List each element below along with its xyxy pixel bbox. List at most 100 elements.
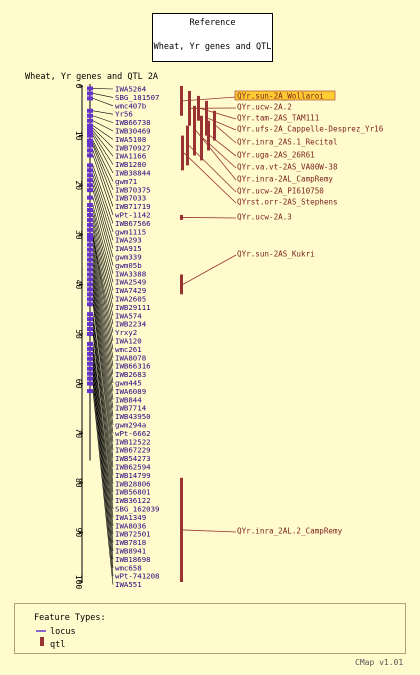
locus-mark	[87, 128, 93, 133]
reference-map-name[interactable]: Wheat, Yr genes and QTL	[153, 42, 272, 52]
version-text: CMap v1.01	[355, 658, 404, 667]
locus-connector	[92, 363, 114, 543]
locus-label[interactable]: IWB7714	[115, 404, 147, 413]
locus-label[interactable]: IWB7033	[115, 194, 146, 203]
locus-label[interactable]: IWA915	[115, 244, 142, 253]
locus-connector	[92, 294, 114, 442]
locus-label[interactable]: Yrxy2	[115, 328, 137, 337]
qtl-label[interactable]: QYr.sun-2AS_Kukri	[237, 250, 315, 259]
locus-label[interactable]: IWA120	[115, 337, 142, 346]
locus-label[interactable]: gwm445	[115, 379, 142, 388]
locus-connector	[92, 324, 114, 484]
locus-label[interactable]: IWB38844	[115, 169, 151, 178]
locus-label[interactable]: IWB844	[115, 395, 142, 404]
qtl-label[interactable]: QYr.inra_2AL.2_CampRemy	[237, 527, 343, 536]
locus-label[interactable]: wPt-741208	[115, 572, 160, 581]
locus-connector	[92, 145, 114, 199]
locus-label[interactable]: IWB2234	[115, 320, 147, 329]
locus-label[interactable]: IWA5264	[115, 85, 147, 94]
qtl-label[interactable]: QYr.va.vt-2AS_VA00W-38	[237, 163, 338, 172]
locus-label[interactable]: IWA574	[115, 311, 142, 320]
locus-label[interactable]: IWA293	[115, 236, 142, 245]
locus-label[interactable]: IWB8941	[115, 547, 146, 556]
locus-label[interactable]: IWB12522	[115, 437, 151, 446]
locus-label[interactable]: SBG_181507	[115, 93, 160, 102]
locus-label[interactable]: IWB62594	[115, 463, 151, 472]
locus-label[interactable]: IWA5108	[115, 135, 146, 144]
locus-label[interactable]: wPt-1142	[115, 211, 151, 220]
locus-label[interactable]: IWB54273	[115, 454, 151, 463]
locus-label[interactable]: IWB72501	[115, 530, 151, 539]
qtl-label[interactable]: QYrst.orr-2AS_Stephens	[237, 198, 338, 207]
qtl-label[interactable]: QYr.ucw-2A.3	[237, 213, 292, 222]
locus-label[interactable]: IWA6089	[115, 387, 146, 396]
locus-label[interactable]: IWB67566	[115, 219, 151, 228]
locus-label[interactable]: IWB7818	[115, 538, 146, 547]
axis-tick-label: 50	[74, 329, 83, 339]
locus-mark	[87, 272, 93, 277]
locus-connector	[92, 130, 114, 157]
qtl-connector	[183, 152, 237, 204]
locus-label[interactable]: IWB70375	[115, 185, 151, 194]
locus-label[interactable]: wmc658	[115, 563, 142, 572]
qtl-label[interactable]: QYr.uga-2AS_26R61	[237, 151, 315, 160]
locus-label[interactable]: IWA3388	[115, 269, 146, 278]
locus-label[interactable]: gwm1115	[115, 227, 146, 236]
locus-label[interactable]: IWB28806	[115, 479, 151, 488]
locus-label[interactable]: wmc407b	[115, 101, 147, 110]
locus-label[interactable]: wmc261	[115, 345, 142, 354]
locus-label[interactable]: Yr56	[115, 110, 133, 119]
locus-label[interactable]: IWB66316	[115, 362, 151, 371]
locus-label[interactable]: gwm71	[115, 177, 137, 186]
locus-label[interactable]: IWA551	[115, 580, 142, 589]
locus-label[interactable]: IWA1166	[115, 152, 146, 161]
locus-label[interactable]: IWB18698	[115, 555, 151, 564]
locus-label[interactable]: IWB56801	[115, 488, 151, 497]
locus-connector	[92, 93, 114, 98]
locus-label[interactable]: IWB67229	[115, 446, 151, 455]
locus-label[interactable]: IWB43950	[115, 412, 151, 421]
qtl-label[interactable]: QYr.tam-2AS_TAM111	[237, 114, 320, 123]
locus-label[interactable]: IWB1280	[115, 160, 146, 169]
locus-connector	[92, 264, 114, 392]
locus-label[interactable]: IWA2549	[115, 278, 146, 287]
legend-box	[14, 603, 406, 654]
locus-label[interactable]: SBG_162039	[115, 505, 160, 514]
locus-connector	[92, 214, 114, 300]
legend-icons	[36, 630, 46, 646]
locus-connector	[92, 115, 114, 123]
qtl-bar	[186, 125, 189, 166]
qtl-connector	[215, 125, 237, 144]
locus-label[interactable]: IWA2605	[115, 295, 146, 304]
qtl-label[interactable]: QYr.ucw-2A.2	[237, 103, 292, 112]
qtl-label[interactable]: QYr.inra_2AS.1_Recital	[237, 138, 338, 147]
locus-label[interactable]: IWB30469	[115, 127, 151, 136]
locus-label[interactable]: IWB71719	[115, 202, 151, 211]
locus-connector	[92, 185, 114, 258]
qtl-label[interactable]: QYr.sun-2A_Wollaroi	[237, 92, 324, 101]
locus-mark	[87, 96, 93, 101]
locus-label[interactable]: IWB36122	[115, 496, 151, 505]
qtl-group: QYr.sun-2A_Wollaroi QYr.ucw-2A.2 QYr.tam-2…	[180, 86, 384, 582]
locus-label[interactable]: IWA7429	[115, 286, 146, 295]
qtl-bar	[188, 90, 191, 126]
locus-mark	[87, 118, 93, 123]
locus-label[interactable]: gwm294a	[115, 421, 146, 430]
locus-label[interactable]: IWA8036	[115, 521, 146, 530]
locus-label[interactable]: IWB14799	[115, 471, 151, 480]
qtl-label[interactable]: QYr.ufs-2A_Cappelle-Desprez_Yr16	[237, 125, 384, 134]
locus-label[interactable]: IWB70927	[115, 143, 151, 152]
locus-label[interactable]: IWB2683	[115, 370, 146, 379]
map-title[interactable]: Wheat, Yr genes and QTL 2A	[25, 72, 159, 82]
locus-label[interactable]: IWB66738	[115, 118, 151, 127]
locus-label[interactable]: IWA1349	[115, 513, 146, 522]
locus-mark	[87, 332, 93, 336]
qtl-label[interactable]: QYr.ucw-2A_PI610750	[237, 187, 324, 196]
locus-label[interactable]: gwm05b	[115, 261, 142, 270]
locus-label[interactable]: wPt-6662	[115, 429, 151, 438]
qtl-label[interactable]: QYr.inra-2AL_CampRemy	[237, 175, 333, 184]
locus-label[interactable]: IWB29111	[115, 303, 151, 312]
locus-label[interactable]: IWA8078	[115, 353, 146, 362]
locus-label[interactable]: gwm339	[115, 253, 142, 262]
locus-connector	[92, 368, 114, 552]
